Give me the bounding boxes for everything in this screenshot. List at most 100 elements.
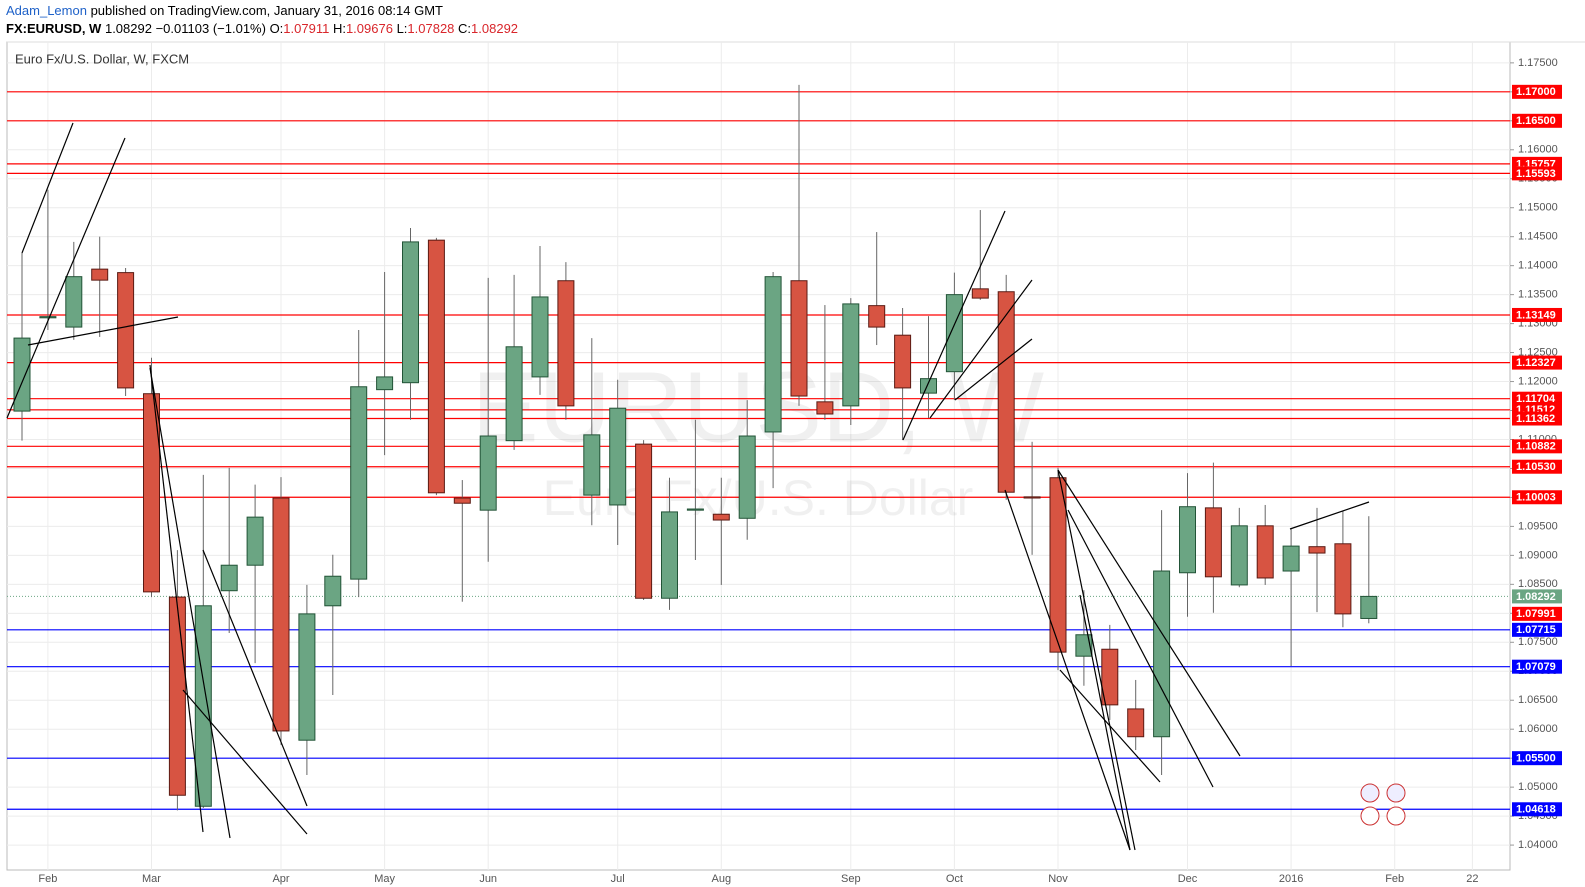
y-tick-label: 1.17500 xyxy=(1518,57,1558,69)
price-label-box xyxy=(1512,84,1562,99)
event-icon[interactable] xyxy=(1360,806,1380,826)
candle-body xyxy=(971,288,989,299)
watermark: Euro Fx/U.S. Dollar xyxy=(543,470,974,526)
candle-body xyxy=(868,305,886,328)
price-label-box xyxy=(1512,391,1562,406)
trend-line xyxy=(182,689,308,835)
candle-body xyxy=(194,605,212,807)
price-label: 1.08292 xyxy=(1516,591,1556,603)
trend-line xyxy=(902,210,1006,441)
candle-body xyxy=(427,239,445,494)
x-tick-label: Apr xyxy=(272,873,289,885)
price-label: 1.04618 xyxy=(1516,804,1556,816)
trend-line xyxy=(149,367,231,839)
y-tick-label: 1.07500 xyxy=(1518,636,1558,648)
y-tick-label: 1.09000 xyxy=(1518,549,1558,561)
y-tick-label: 1.15000 xyxy=(1518,202,1558,214)
candle-body xyxy=(1256,525,1274,579)
x-tick-label: May xyxy=(374,873,395,885)
price-label-box xyxy=(1512,113,1562,128)
trend-line xyxy=(27,316,179,346)
y-tick-label: 1.12000 xyxy=(1518,375,1558,387)
x-tick-label: Dec xyxy=(1178,873,1198,885)
symbol: FX:EURUSD, W xyxy=(6,21,102,36)
candle-body xyxy=(376,376,394,391)
trend-line xyxy=(929,279,1033,419)
price-label-box xyxy=(1512,490,1562,505)
ohlc-label: C: xyxy=(458,21,472,36)
price-label-box xyxy=(1512,802,1562,817)
candle-body xyxy=(65,276,83,328)
y-tick-label: 1.08500 xyxy=(1518,578,1558,590)
candle-body xyxy=(220,564,238,592)
x-tick-label: Jun xyxy=(479,873,497,885)
candle-body xyxy=(1308,546,1326,554)
published: published on TradingView.com, January 31… xyxy=(90,3,443,18)
price-label: 1.11704 xyxy=(1516,393,1556,405)
candle-body xyxy=(1230,525,1248,586)
price-label-box xyxy=(1512,751,1562,766)
price-label-box xyxy=(1512,589,1562,604)
price-label-box xyxy=(1512,439,1562,454)
candle-body xyxy=(816,401,834,415)
trend-line xyxy=(954,338,1033,401)
candle-body xyxy=(1334,543,1352,615)
candle-body xyxy=(790,280,808,397)
ohlc-value: 1.07911 xyxy=(283,21,330,36)
candle-body xyxy=(39,316,57,319)
trend-line xyxy=(21,122,74,254)
candle-body xyxy=(479,435,497,511)
candle-body xyxy=(1153,570,1171,738)
price-label: 1.07715 xyxy=(1516,624,1556,636)
candle-body xyxy=(350,386,368,580)
candle-body xyxy=(117,272,135,389)
y-tick-label: 1.12500 xyxy=(1518,346,1558,358)
x-tick-label: 22 xyxy=(1466,873,1478,885)
candle-body xyxy=(661,511,678,599)
y-tick-label: 1.06000 xyxy=(1518,723,1558,735)
trend-line xyxy=(1057,469,1136,851)
event-icon[interactable] xyxy=(1360,783,1380,803)
y-tick-label: 1.16000 xyxy=(1518,144,1558,156)
candle-body xyxy=(13,337,31,412)
event-icons xyxy=(1360,783,1406,826)
candle-body xyxy=(1360,595,1378,619)
candle-body xyxy=(1101,648,1119,706)
price-label-box xyxy=(1512,411,1562,426)
trend-line xyxy=(6,137,126,419)
event-icon[interactable] xyxy=(1386,783,1406,803)
price-label-box xyxy=(1512,459,1562,474)
candle-body xyxy=(272,497,290,732)
y-tick-label: 1.06500 xyxy=(1518,694,1558,706)
candle-body xyxy=(91,268,109,281)
candle-body xyxy=(1127,708,1145,738)
candle-body xyxy=(920,378,937,394)
x-tick-label: Sep xyxy=(841,873,861,885)
chart-title: Euro Fx/U.S. Dollar, W, FXCM xyxy=(15,51,189,66)
trend-line xyxy=(1004,489,1131,851)
candle-body xyxy=(168,596,186,796)
x-tick-label: Feb xyxy=(38,873,57,885)
candle-body xyxy=(583,434,601,496)
candle-body xyxy=(531,296,549,378)
price-label: 1.07079 xyxy=(1516,661,1556,673)
publish-line: Adam_Lemon published on TradingView.com,… xyxy=(6,3,443,18)
candle-body xyxy=(298,613,316,741)
event-icon[interactable] xyxy=(1386,806,1406,826)
y-tick-label: 1.14000 xyxy=(1518,260,1558,272)
trend-line xyxy=(149,364,204,833)
price-label: 1.13149 xyxy=(1516,309,1556,321)
y-tick-label: 1.05000 xyxy=(1518,781,1558,793)
y-tick-label: 1.09500 xyxy=(1518,520,1558,532)
candle-body xyxy=(1179,506,1196,574)
x-tick-label: Aug xyxy=(712,873,732,885)
candle-body xyxy=(842,303,860,407)
price-label: 1.10530 xyxy=(1516,461,1556,473)
ohlc-value: 1.09676 xyxy=(345,21,393,36)
price-label: 1.10003 xyxy=(1516,492,1556,504)
author[interactable]: Adam_Lemon xyxy=(6,3,87,18)
price-label: 1.16500 xyxy=(1516,115,1556,127)
x-tick-label: Jul xyxy=(611,873,625,885)
candle-body xyxy=(945,294,963,373)
